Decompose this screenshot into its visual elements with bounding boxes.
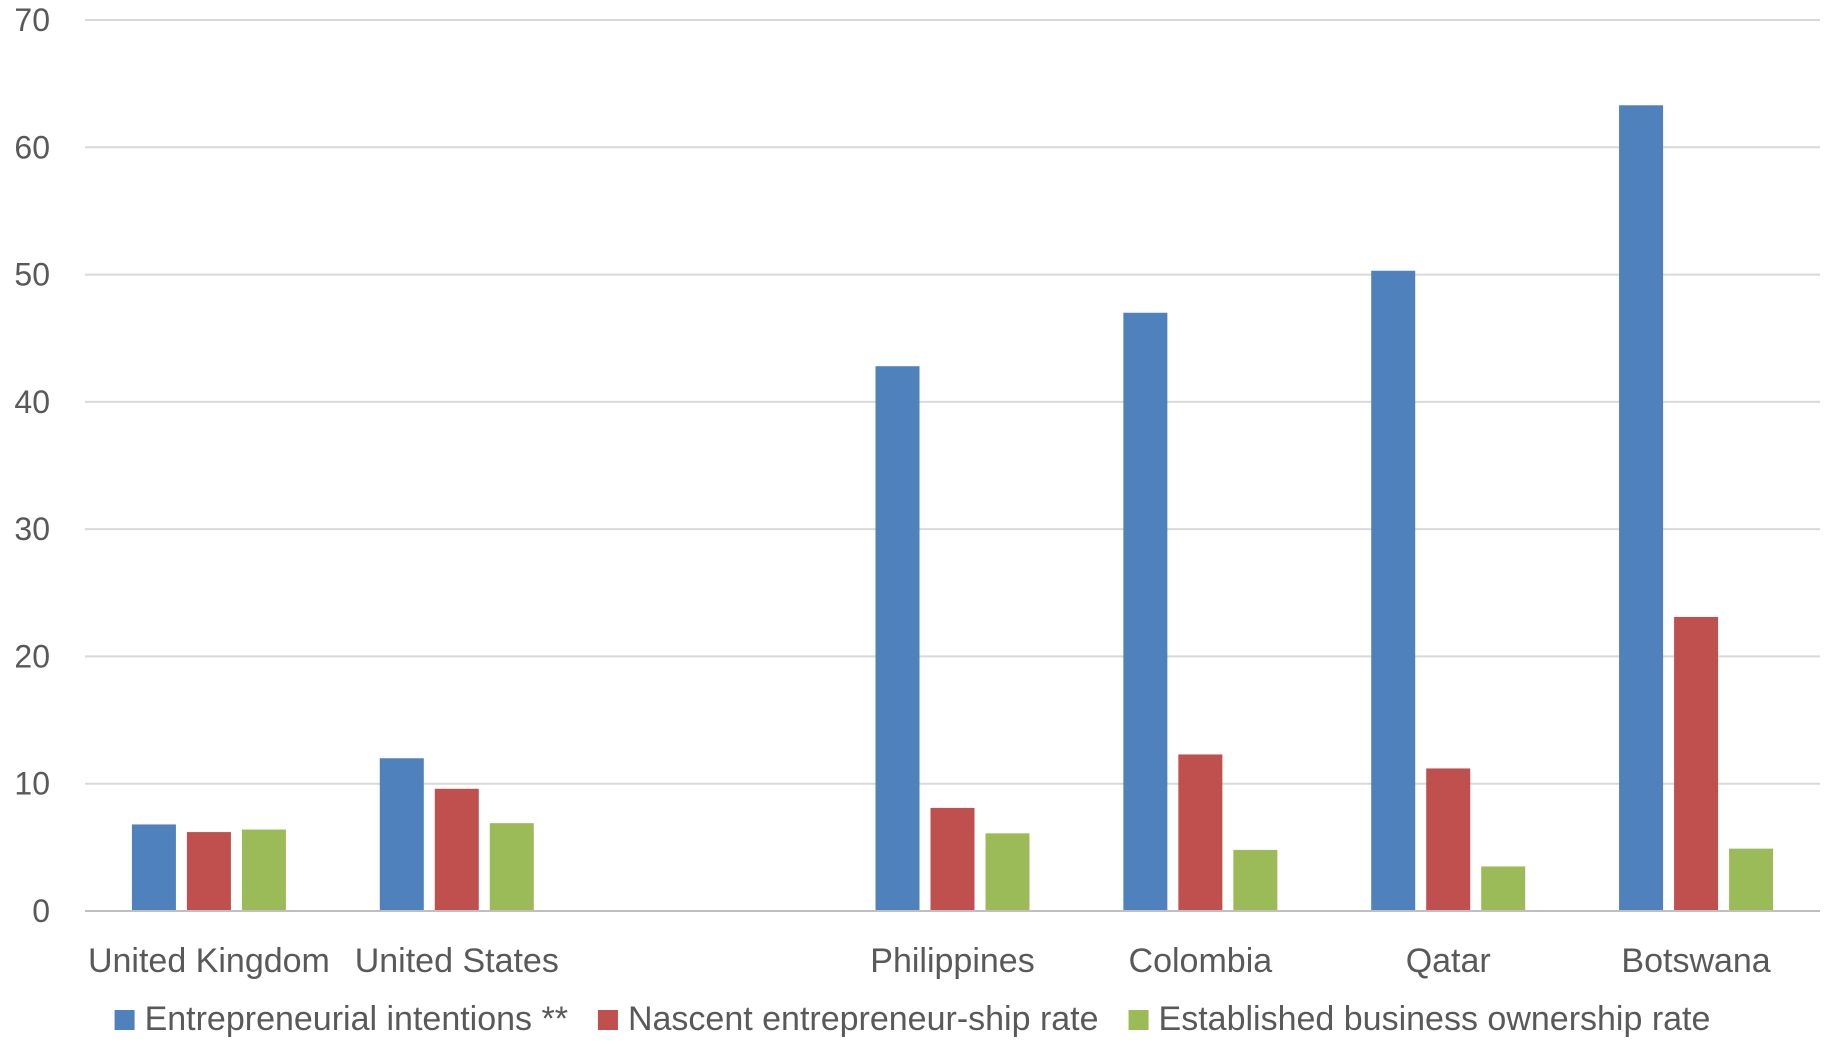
bar-1-2 xyxy=(379,758,424,911)
legend-item-1: Entrepreneurial intentions ** xyxy=(114,1000,568,1038)
legend-label: Established business ownership rate xyxy=(1159,1000,1711,1038)
gridlines xyxy=(85,19,1820,785)
x-category-label: Botswana xyxy=(1621,942,1770,980)
bars xyxy=(131,105,1774,911)
legend-swatch xyxy=(1128,1010,1149,1030)
bar-3-6 xyxy=(1481,866,1526,911)
y-tick-label: 70 xyxy=(14,2,50,38)
x-category-label: Philippines xyxy=(870,942,1034,980)
bar-3-1 xyxy=(241,829,286,911)
legend-label: Entrepreneurial intentions ** xyxy=(145,1000,568,1038)
y-axis-ticks: 0 10 20 30 40 50 60 70 xyxy=(14,2,50,929)
bar-1-1 xyxy=(131,824,176,911)
x-category-label: United States xyxy=(355,942,559,980)
bar-1-7 xyxy=(1619,105,1664,911)
bar-2-5 xyxy=(1178,754,1223,911)
bar-3-5 xyxy=(1233,849,1278,911)
legend-item-3: Established business ownership rate xyxy=(1128,1000,1711,1038)
bar-2-7 xyxy=(1674,616,1719,911)
x-axis-category-labels: United Kingdom United States Philippines Co… xyxy=(88,942,1771,980)
x-category-label: Qatar xyxy=(1406,942,1491,980)
legend-swatch xyxy=(597,1010,618,1030)
legend-label: Nascent entrepreneur-ship rate xyxy=(628,1000,1099,1038)
bar-2-2 xyxy=(434,788,479,911)
y-tick-label: 60 xyxy=(14,129,50,165)
bar-1-5 xyxy=(1123,312,1168,911)
bar-2-4 xyxy=(930,807,975,911)
bar-2-6 xyxy=(1426,768,1471,911)
y-tick-label: 40 xyxy=(14,384,50,420)
x-category-label: United Kingdom xyxy=(88,942,330,980)
legend: Entrepreneurial intentions ** Nascent ent… xyxy=(114,1000,1711,1038)
y-tick-label: 20 xyxy=(14,638,50,674)
bar-3-7 xyxy=(1729,848,1774,911)
legend-swatch xyxy=(114,1010,135,1030)
bar-1-6 xyxy=(1371,270,1416,911)
y-tick-label: 50 xyxy=(14,257,50,293)
bar-2-1 xyxy=(186,832,231,911)
bar-3-4 xyxy=(985,833,1030,911)
x-category-label: Colombia xyxy=(1129,942,1273,980)
bar-3-2 xyxy=(489,823,534,911)
legend-item-2: Nascent entrepreneur-ship rate xyxy=(597,1000,1099,1038)
y-tick-label: 10 xyxy=(14,766,50,802)
y-tick-label: 0 xyxy=(32,893,50,929)
y-tick-label: 30 xyxy=(14,511,50,547)
bar-1-4 xyxy=(875,366,920,911)
